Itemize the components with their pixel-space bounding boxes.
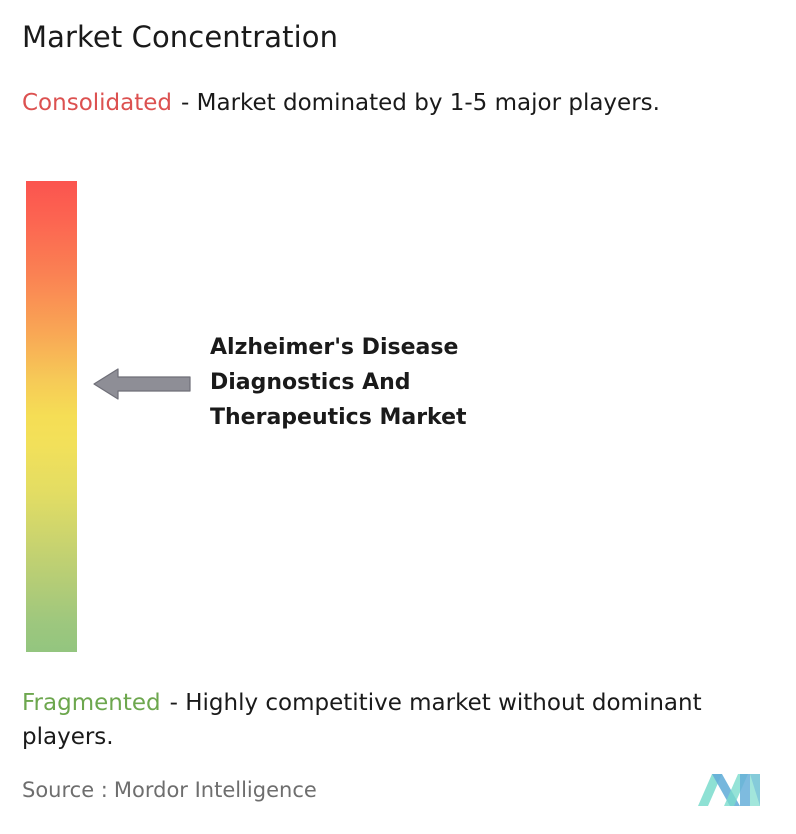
consolidated-description: - Market dominated by 1-5 major players.	[181, 90, 660, 116]
source-attribution: Source : Mordor Intelligence	[22, 778, 317, 802]
fragmented-description: - Highly competitive market without domi…	[22, 690, 702, 750]
footer: Source : Mordor Intelligence	[0, 774, 796, 822]
mordor-intelligence-logo	[698, 774, 760, 806]
consolidated-keyword: Consolidated	[22, 90, 173, 116]
source-value: Mordor Intelligence	[113, 778, 317, 802]
fragmented-caption: Fragmented - Highly competitive market wi…	[22, 686, 782, 754]
market-pointer-group: Alzheimer's Disease Diagnostics And Ther…	[92, 330, 652, 435]
consolidated-caption: Consolidated - Market dominated by 1-5 ma…	[22, 86, 774, 120]
left-arrow-icon	[93, 368, 191, 400]
source-label: Source :	[22, 778, 108, 802]
fragmented-keyword: Fragmented	[22, 690, 161, 716]
page-title: Market Concentration	[22, 20, 339, 54]
concentration-gradient-bar	[26, 181, 77, 652]
market-name-label: Alzheimer's Disease Diagnostics And Ther…	[210, 335, 467, 430]
